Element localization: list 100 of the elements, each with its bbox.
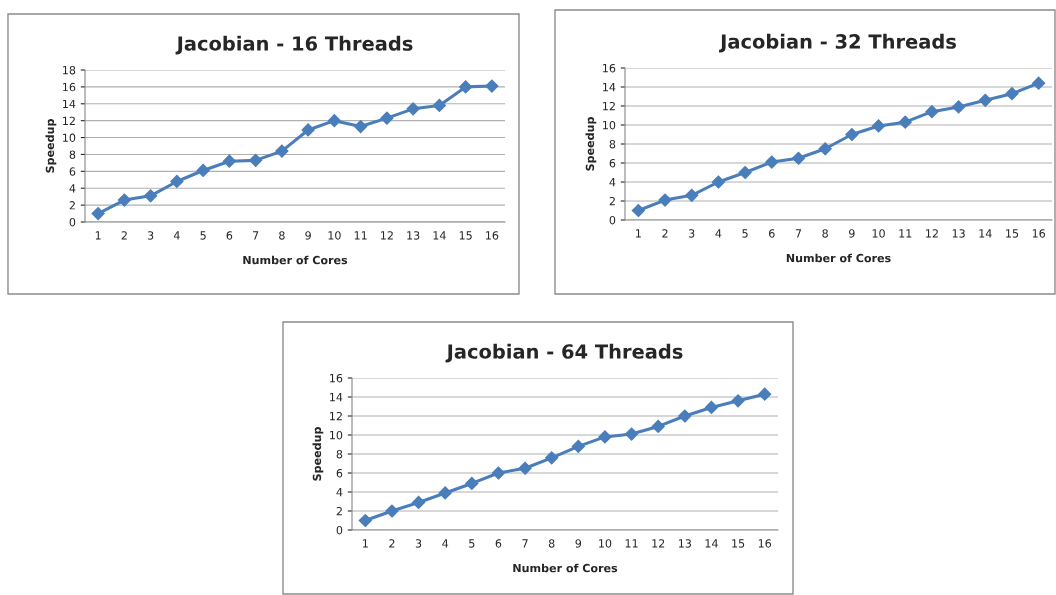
x-tick-label: 8: [548, 539, 555, 548]
x-tick-label: 2: [662, 229, 668, 238]
y-axis-title: Speedup: [585, 117, 597, 171]
x-tick-label: 3: [147, 231, 154, 240]
x-tick-label: 8: [279, 231, 285, 240]
x-tick-label: 1: [95, 231, 101, 240]
x-tick-label: 15: [1006, 229, 1019, 238]
y-tick-label: 18: [63, 65, 76, 75]
point: [978, 93, 992, 107]
point: [358, 513, 372, 528]
point: [871, 119, 886, 133]
x-tick-label: 13: [952, 229, 965, 238]
x-tick-label: 3: [689, 229, 695, 238]
point: [651, 419, 665, 434]
x-tick-label: 13: [407, 231, 420, 240]
chart-title: Jacobian - 64 Threads: [445, 343, 683, 363]
point: [845, 127, 859, 142]
x-tick-label: 2: [121, 231, 127, 240]
point: [117, 193, 131, 207]
x-tick-label: 6: [495, 539, 502, 548]
point: [898, 115, 912, 129]
x-axis-title: Number of Cores: [243, 255, 348, 265]
x-tick-label: 8: [822, 229, 828, 238]
y-tick-label: 12: [330, 411, 342, 421]
point: [631, 203, 645, 218]
y-tick-label: 0: [336, 525, 343, 535]
point: [791, 151, 806, 165]
x-tick-label: 7: [522, 539, 528, 548]
y-axis-title: Speedup: [312, 427, 324, 481]
x-tick-label: 16: [486, 231, 499, 240]
x-tick-label: 16: [758, 539, 772, 548]
point: [144, 189, 158, 203]
x-axis-title: Number of Cores: [786, 253, 891, 263]
x-tick-label: 13: [678, 539, 691, 548]
point: [438, 486, 452, 500]
y-tick-label: 4: [336, 488, 343, 497]
y-tick-label: 8: [69, 150, 76, 159]
point: [658, 193, 672, 207]
x-tick-label: 11: [354, 231, 367, 240]
x-tick-label: 12: [652, 539, 665, 548]
y-tick-label: 4: [609, 178, 616, 187]
y-tick-label: 4: [69, 184, 76, 193]
y-tick-label: 0: [69, 217, 76, 227]
point: [327, 114, 341, 128]
point: [385, 504, 399, 518]
point: [598, 430, 612, 444]
point: [624, 427, 639, 441]
point: [222, 154, 236, 168]
y-tick-label: 16: [330, 373, 343, 383]
point: [1032, 76, 1046, 90]
x-tick-label: 12: [381, 231, 393, 240]
y-tick-label: 10: [330, 430, 343, 440]
x-tick-label: 4: [442, 539, 449, 548]
x-tick-label: 14: [433, 231, 446, 240]
x-tick-label: 9: [305, 231, 311, 240]
point: [1005, 87, 1019, 101]
y-tick-label: 8: [609, 139, 616, 149]
point: [406, 102, 420, 116]
point: [249, 153, 263, 167]
x-tick-label: 7: [253, 231, 259, 240]
y-tick-label: 2: [336, 506, 342, 516]
y-tick-label: 6: [69, 167, 76, 176]
point: [91, 206, 105, 221]
x-tick-label: 1: [636, 229, 641, 238]
x-tick-label: 14: [705, 539, 718, 548]
x-axis-title: Number of Cores: [513, 563, 618, 573]
point: [518, 461, 532, 475]
y-tick-label: 12: [603, 101, 615, 111]
chart-title: Jacobian - 16 Threads: [175, 35, 413, 55]
chart-title: Jacobian - 32 Threads: [719, 33, 956, 53]
x-tick-label: 1: [363, 539, 368, 548]
point: [738, 165, 752, 180]
point: [545, 451, 559, 465]
y-tick-label: 8: [336, 449, 343, 459]
y-tick-label: 16: [63, 82, 76, 92]
y-tick-label: 10: [63, 133, 76, 142]
point: [925, 105, 939, 119]
y-axis-title: Speedup: [45, 119, 57, 173]
point: [411, 495, 426, 510]
point: [196, 163, 210, 178]
y-tick-label: 6: [609, 158, 616, 168]
x-tick-label: 6: [769, 229, 775, 238]
point: [491, 466, 506, 480]
x-tick-label: 9: [575, 539, 582, 548]
y-tick-label: 16: [603, 63, 616, 73]
y-tick-label: 14: [330, 393, 343, 402]
point: [678, 409, 692, 423]
y-tick-label: 2: [609, 196, 615, 206]
point: [765, 155, 779, 169]
x-tick-label: 15: [732, 539, 745, 548]
point: [758, 387, 772, 401]
point: [485, 79, 499, 93]
point: [711, 175, 725, 189]
y-tick-label: 10: [603, 120, 616, 130]
x-tick-label: 5: [742, 229, 748, 238]
point: [170, 174, 184, 189]
x-tick-label: 11: [625, 539, 638, 548]
x-tick-label: 16: [1032, 229, 1046, 238]
point: [354, 119, 368, 134]
point: [459, 80, 473, 94]
